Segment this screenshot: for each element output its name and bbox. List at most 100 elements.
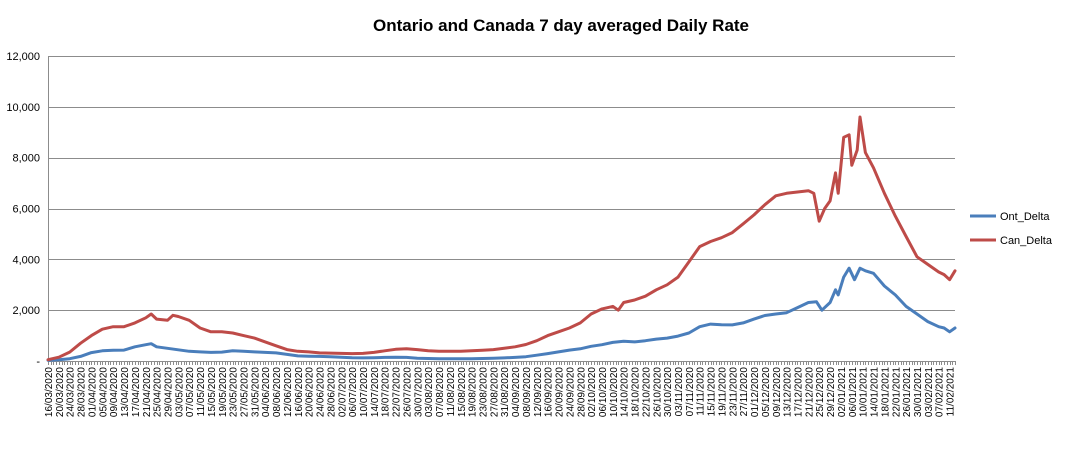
x-tick-label: 10/10/2020 [609,367,620,417]
x-tick-label: 17/12/2020 [793,367,804,417]
x-tick-label: 21/04/2020 [142,367,153,417]
x-tick-label: 11/11/2020 [696,367,707,416]
x-tick-label: 24/03/2020 [66,367,77,417]
x-tick-label: 30/07/2020 [413,367,424,417]
x-tick-label: 07/02/2021 [935,367,946,417]
x-tick-label: 21/12/2020 [804,367,815,417]
x-tick-label: 03/11/2020 [674,367,685,417]
x-tick-label: 07/11/2020 [685,367,696,417]
x-tick-label: 10/01/2021 [859,367,870,417]
x-tick-label: 01/12/2020 [750,367,761,417]
x-tick-label: 16/09/2020 [544,367,555,417]
x-tick-label: 02/10/2020 [587,367,598,417]
x-tick-label: 06/07/2020 [348,367,359,417]
x-tick-label: 08/06/2020 [272,367,283,417]
x-tick-label: 18/10/2020 [631,367,642,417]
x-tick-label: 28/03/2020 [77,367,88,417]
x-tick-label: 30/10/2020 [663,367,674,417]
y-tick-label: 2,000 [12,305,40,317]
x-tick-label: 01/04/2020 [87,367,98,417]
x-tick-label: 18/01/2021 [880,367,891,417]
x-tick-label: 29/12/2020 [826,367,837,417]
x-tick-label: 26/07/2020 [402,367,413,417]
x-tick-label: 20/09/2020 [555,367,566,417]
x-tick-label: 28/06/2020 [326,367,337,417]
x-tick-label: 09/12/2020 [772,367,783,417]
chart-title: Ontario and Canada 7 day averaged Daily … [373,16,749,35]
x-tick-label: 15/11/2020 [707,367,718,417]
x-tick-label: 15/05/2020 [207,367,218,417]
x-tick-label: 13/12/2020 [783,367,794,417]
x-tick-label: 03/08/2020 [424,367,435,417]
x-tick-label: 06/10/2020 [598,367,609,417]
x-tick-label: 05/12/2020 [761,367,772,417]
x-tick-label: 19/11/2020 [717,367,728,417]
y-tick-label: 10,000 [6,102,40,114]
x-tick-label: 07/08/2020 [435,367,446,417]
x-tick-label: 29/04/2020 [163,367,174,417]
x-tick-label: 26/10/2020 [652,367,663,417]
x-tick-label: 25/04/2020 [153,367,164,417]
x-tick-label: 22/07/2020 [392,367,403,417]
y-tick-label: 8,000 [12,153,40,165]
x-tick-label: 30/01/2021 [913,367,924,417]
x-tick-label: 12/09/2020 [533,367,544,417]
x-tick-label: 27/11/2020 [739,367,750,417]
x-tick-label: 11/05/2020 [196,367,207,417]
x-tick-label: 19/08/2020 [468,367,479,417]
x-tick-label: 22/10/2020 [641,367,652,417]
x-tick-label: 04/06/2020 [261,367,272,417]
y-axis: - 2,000 4,000 6,000 8,000 10,000 12,000 [6,51,49,368]
x-tick-label: 27/08/2020 [489,367,500,417]
x-tick-label: 16/03/2020 [44,367,55,417]
y-tick-label: - [36,356,40,368]
legend: Ont_Delta Can_Delta [970,211,1053,247]
y-tick-label: 4,000 [12,254,40,266]
legend-label: Ont_Delta [1000,211,1050,223]
x-tick-label: 14/01/2021 [870,367,881,417]
series-line-can-delta [46,115,957,362]
x-tick-label: 10/07/2020 [359,367,370,417]
x-tick-label: 06/01/2021 [848,367,859,417]
series-line-ont-delta [46,266,957,362]
x-tick-label: 13/04/2020 [120,367,131,417]
y-tick-label: 12,000 [6,51,40,63]
x-tick-label: 04/09/2020 [511,367,522,417]
x-tick-label: 25/12/2020 [815,367,826,417]
x-tick-label: 18/07/2020 [381,367,392,417]
x-tick-label: 02/01/2021 [837,367,848,417]
x-tick-label: 15/08/2020 [457,367,468,417]
x-tick-label: 26/01/2021 [902,367,913,417]
series-lines [46,115,957,362]
x-tick-label: 24/09/2020 [565,367,576,417]
x-tick-label: 27/05/2020 [240,367,251,417]
x-tick-label: 17/04/2020 [131,367,142,417]
x-tick-label: 03/05/2020 [174,367,185,417]
x-tick-label: 20/06/2020 [305,367,316,417]
x-tick-label: 02/07/2020 [337,367,348,417]
x-tick-label: 16/06/2020 [294,367,305,417]
legend-label: Can_Delta [1000,235,1053,247]
x-tick-label: 28/09/2020 [576,367,587,417]
x-tick-label: 09/04/2020 [109,367,120,417]
x-tick-label: 12/06/2020 [283,367,294,417]
x-tick-label: 31/08/2020 [500,367,511,417]
x-tick-label: 23/05/2020 [229,367,240,417]
x-tick-label: 05/04/2020 [98,367,109,417]
x-tick-label: 31/05/2020 [250,367,261,417]
x-tick-label: 03/02/2021 [924,367,935,417]
x-tick-label: 23/11/2020 [728,367,739,417]
x-tick-label: 14/07/2020 [370,367,381,417]
x-tick-label: 07/05/2020 [185,367,196,417]
x-tick-label: 19/05/2020 [218,367,229,417]
x-tick-label: 22/01/2021 [891,367,902,417]
gridlines [48,56,955,311]
x-tick-label: 23/08/2020 [478,367,489,417]
x-tick-label: 11/08/2020 [446,367,457,417]
x-tick-label: 24/06/2020 [316,367,327,417]
x-axis: 16/03/2020 20/03/2020 24/03/2020 28/03/2020… [44,361,957,417]
x-tick-label: 08/09/2020 [522,367,533,417]
x-tick-label: 14/10/2020 [620,367,631,417]
x-tick-label: 20/03/2020 [55,367,66,417]
